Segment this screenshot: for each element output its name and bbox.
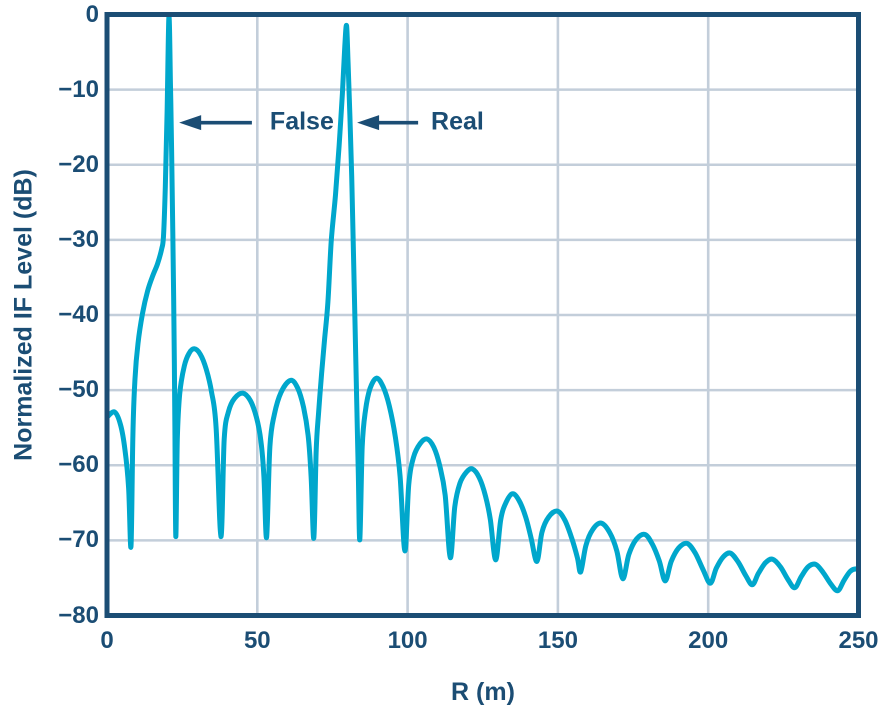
y-tick-label: −30 [58, 225, 99, 253]
y-tick-label: −80 [58, 601, 99, 629]
y-tick-label: −10 [58, 75, 99, 103]
if-spectrum-curve [109, 17, 856, 594]
annotation-label-real: Real [431, 107, 484, 136]
x-tick-label: 200 [688, 627, 729, 654]
y-tick-label: −60 [58, 451, 99, 479]
y-tick-label: −40 [58, 301, 99, 328]
annotation-label-false: False [269, 107, 334, 136]
y-tick-label: −50 [58, 376, 99, 404]
annotation-arrow-head [357, 115, 380, 131]
plot-border [104, 12, 861, 618]
y-tick-label: 0 [85, 0, 99, 28]
x-tick-label: 0 [100, 627, 114, 654]
annotation-arrow-head [179, 115, 202, 131]
x-axis-title: R (m) [451, 678, 515, 706]
x-tick-label: 150 [537, 627, 578, 654]
x-tick-label: 250 [838, 627, 879, 654]
y-tick-label: −20 [58, 150, 99, 178]
x-tick-label: 100 [387, 627, 428, 654]
y-tick-label: −70 [58, 526, 99, 554]
x-tick-label: 50 [243, 627, 271, 654]
